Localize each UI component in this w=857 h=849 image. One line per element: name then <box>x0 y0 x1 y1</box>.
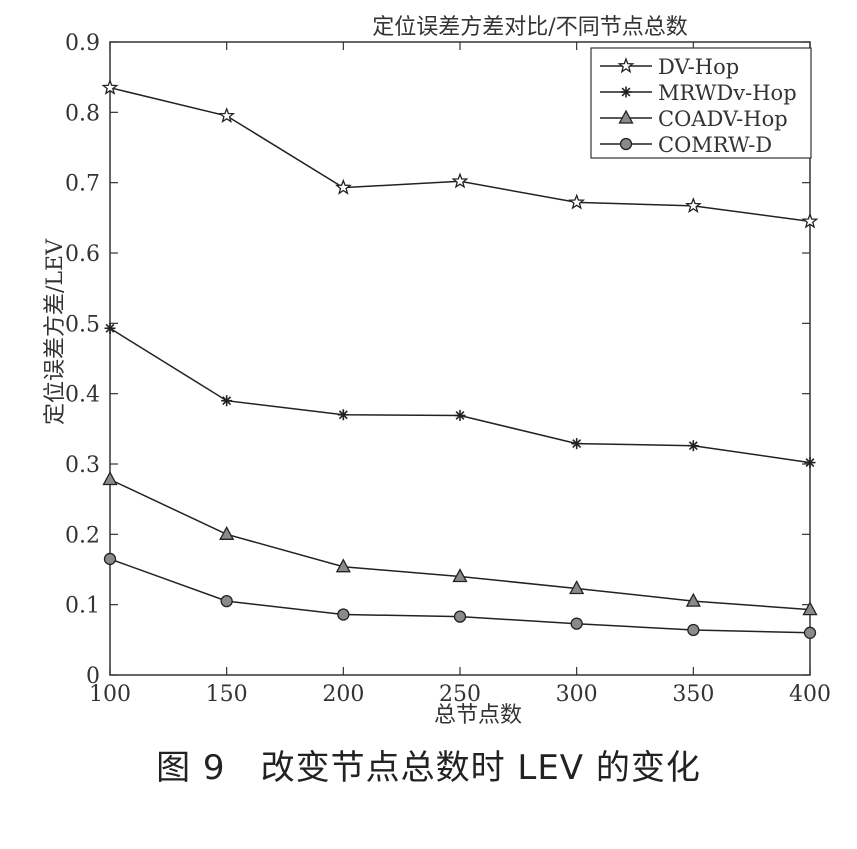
y-tick-label: 0.4 <box>65 383 100 408</box>
data-point <box>103 552 117 566</box>
data-point <box>218 107 236 123</box>
data-point <box>569 580 585 595</box>
legend-label: COADV-Hop <box>658 107 788 131</box>
x-tick-label: 150 <box>206 682 248 707</box>
legend-label: DV-Hop <box>658 55 739 79</box>
chart-title: 定位误差方差对比/不同节点总数 <box>372 15 687 40</box>
data-point <box>687 440 699 452</box>
line-chart: 定位误差方差对比/不同节点总数 0 0.1 0.2 0.3 0.4 0.5 0.6 0.7 0.… <box>43 15 831 728</box>
x-tick-label: 350 <box>672 682 714 707</box>
data-point <box>453 610 467 623</box>
data-point <box>451 172 469 189</box>
data-point <box>803 626 817 639</box>
data-point <box>570 617 583 630</box>
series-mrwdv-hop <box>104 322 816 469</box>
x-axis-label: 总节点数 <box>434 703 522 728</box>
legend-label: MRWDv-Hop <box>658 81 797 105</box>
series-line <box>109 327 811 464</box>
series-coadv-hop <box>102 471 818 616</box>
data-point <box>221 395 233 407</box>
y-tick-label: 0.8 <box>65 101 100 126</box>
y-tick-label: 0.1 <box>65 594 100 619</box>
data-point <box>219 525 235 540</box>
data-point <box>452 568 468 583</box>
y-tick-label: 0.2 <box>65 523 100 548</box>
data-point <box>335 558 351 573</box>
y-tick-label: 0 <box>86 664 100 689</box>
legend-marker <box>618 109 634 124</box>
series-comrw-d <box>103 552 817 639</box>
data-point <box>454 409 466 421</box>
y-tick-label: 0.7 <box>65 172 100 197</box>
data-point <box>220 595 233 608</box>
data-point <box>801 212 819 229</box>
series-line <box>109 478 811 611</box>
x-tick-label: 400 <box>789 682 831 707</box>
legend-marker <box>617 57 635 74</box>
y-tick-label: 0.3 <box>65 453 100 478</box>
x-tick-label: 200 <box>322 682 364 707</box>
data-point <box>802 601 818 616</box>
data-point <box>568 193 586 210</box>
y-tick-label: 0.6 <box>65 242 100 267</box>
data-point <box>685 592 701 607</box>
data-point <box>101 78 119 95</box>
series-layer <box>101 78 819 639</box>
y-tick-label: 0.5 <box>65 312 100 337</box>
legend-marker <box>619 137 633 151</box>
series-dv-hop <box>101 78 819 229</box>
data-point <box>104 322 116 334</box>
y-axis: 0 0.1 0.2 0.3 0.4 0.5 0.6 0.7 0.8 0.9 <box>65 31 810 689</box>
legend-marker <box>620 86 632 98</box>
legend-label: COMRW-D <box>658 133 772 157</box>
x-axis: 100 150 200 250 300 350 400 <box>89 42 831 707</box>
data-point <box>684 197 702 213</box>
data-point <box>337 409 349 421</box>
data-point <box>687 623 700 637</box>
y-tick-label: 0.9 <box>65 31 100 56</box>
data-point <box>804 457 816 469</box>
y-axis-label: 定位误差方差/LEV <box>43 238 68 425</box>
x-tick-label: 300 <box>556 682 598 707</box>
data-point <box>102 471 118 486</box>
x-tick-label: 100 <box>89 682 131 707</box>
figure-caption: 图 9 改变节点总数时 LEV 的变化 <box>156 748 701 788</box>
data-point <box>334 178 352 195</box>
data-point <box>571 438 583 450</box>
x-tick-label: 250 <box>439 682 481 707</box>
data-point <box>337 608 350 621</box>
